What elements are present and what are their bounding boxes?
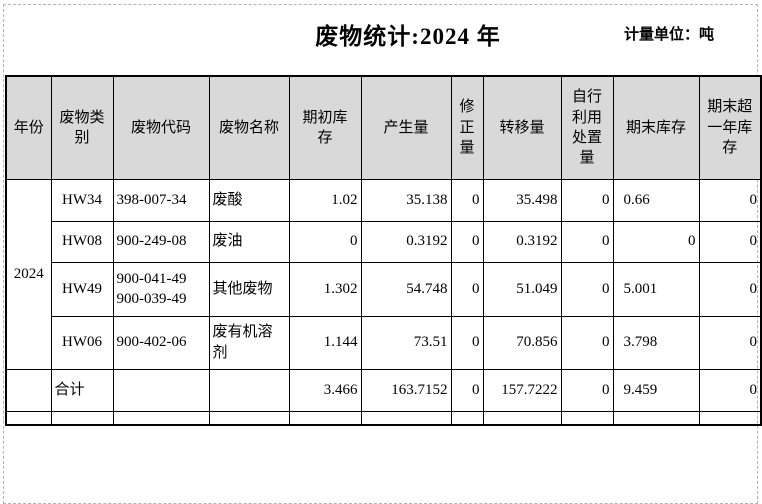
cell-year[interactable]: 2024: [5, 178, 52, 370]
header-closing-stock[interactable]: 期末库存: [612, 75, 700, 180]
cell-empty[interactable]: [698, 410, 762, 426]
table-row-hw49: HW49 900-041-49 900-039-49 其他废物 1.302 54…: [6, 261, 762, 317]
header-transferred-amount[interactable]: 转移量: [482, 75, 562, 180]
cell-generated[interactable]: 163.7152: [360, 368, 452, 412]
cell-closing[interactable]: 5.001: [612, 261, 700, 317]
cell-year-empty[interactable]: [5, 368, 52, 412]
cell-code-empty[interactable]: [112, 368, 210, 412]
cell-self-disposed[interactable]: 0: [560, 261, 614, 317]
cell-empty[interactable]: [5, 410, 52, 426]
cell-corrected[interactable]: 0: [450, 368, 484, 412]
cell-name[interactable]: 其他废物: [208, 261, 290, 317]
cell-category[interactable]: HW49: [50, 261, 114, 317]
cell-closing-over-year[interactable]: 0: [698, 220, 762, 263]
cell-opening[interactable]: 1.02: [288, 178, 362, 222]
cell-empty[interactable]: [612, 410, 700, 426]
header-waste-category[interactable]: 废物类别: [50, 75, 114, 180]
table-row-clipped: [5, 410, 762, 426]
cell-closing[interactable]: 3.798: [612, 315, 700, 370]
page-title: 废物统计:2024 年: [315, 24, 501, 49]
cell-empty[interactable]: [208, 410, 290, 426]
header-waste-name[interactable]: 废物名称: [208, 75, 290, 180]
cell-self-disposed[interactable]: 0: [560, 368, 614, 412]
cell-opening[interactable]: 1.302: [288, 261, 362, 317]
cell-empty[interactable]: [50, 410, 114, 426]
cell-empty[interactable]: [288, 410, 362, 426]
cell-transferred[interactable]: 157.7222: [482, 368, 562, 412]
cell-generated[interactable]: 73.51: [360, 315, 452, 370]
cell-corrected[interactable]: 0: [450, 178, 484, 222]
cell-empty[interactable]: [112, 410, 210, 426]
cell-code[interactable]: 900-402-06: [112, 315, 210, 370]
cell-code[interactable]: 398-007-34: [112, 178, 210, 222]
cell-name[interactable]: 废有机溶剂: [208, 315, 290, 370]
cell-name[interactable]: 废酸: [208, 178, 290, 222]
cell-generated[interactable]: 54.748: [360, 261, 452, 317]
cell-empty[interactable]: [360, 410, 452, 426]
cell-code[interactable]: 900-249-08: [112, 220, 210, 263]
cell-closing-over-year[interactable]: 0: [698, 368, 762, 412]
cell-empty[interactable]: [482, 410, 562, 426]
cell-self-disposed[interactable]: 0: [560, 315, 614, 370]
cell-closing-over-year[interactable]: 0: [698, 261, 762, 317]
header-generated-amount[interactable]: 产生量: [360, 75, 452, 180]
header-self-disposal-amount[interactable]: 自行利用处置量: [560, 75, 614, 180]
header-year[interactable]: 年份: [5, 75, 52, 180]
cell-corrected[interactable]: 0: [450, 220, 484, 263]
cell-generated[interactable]: 35.138: [360, 178, 452, 222]
cell-self-disposed[interactable]: 0: [560, 220, 614, 263]
cell-transferred[interactable]: 70.856: [482, 315, 562, 370]
cell-transferred[interactable]: 0.3192: [482, 220, 562, 263]
cell-generated[interactable]: 0.3192: [360, 220, 452, 263]
cell-opening[interactable]: 3.466: [288, 368, 362, 412]
cell-transferred[interactable]: 35.498: [482, 178, 562, 222]
cell-empty[interactable]: [560, 410, 614, 426]
table-row-hw08: HW08 900-249-08 废油 0 0.3192 0 0.3192 0 0…: [6, 220, 762, 263]
cell-name-empty[interactable]: [208, 368, 290, 412]
cell-category[interactable]: HW34: [50, 178, 114, 222]
cell-category[interactable]: HW06: [50, 315, 114, 370]
cell-category[interactable]: HW08: [50, 220, 114, 263]
cell-closing[interactable]: 0: [612, 220, 700, 263]
cell-corrected[interactable]: 0: [450, 315, 484, 370]
cell-self-disposed[interactable]: 0: [560, 178, 614, 222]
cell-total-label[interactable]: 合计: [50, 368, 114, 412]
cell-code[interactable]: 900-041-49 900-039-49: [112, 261, 210, 317]
table-header-row: 年份 废物类别 废物代码 废物名称 期初库存 产生量 修正量 转移量 自行利用处…: [5, 75, 762, 180]
cell-transferred[interactable]: 51.049: [482, 261, 562, 317]
table-row-total: 合计 3.466 163.7152 0 157.7222 0 9.459 0: [5, 368, 762, 412]
cell-empty[interactable]: [450, 410, 484, 426]
cell-closing-over-year[interactable]: 0: [698, 315, 762, 370]
cell-name[interactable]: 废油: [208, 220, 290, 263]
cell-opening[interactable]: 0: [288, 220, 362, 263]
header-opening-stock[interactable]: 期初库存: [288, 75, 362, 180]
cell-closing[interactable]: 9.459: [612, 368, 700, 412]
cell-opening[interactable]: 1.144: [288, 315, 362, 370]
waste-stats-table: 年份 废物类别 废物代码 废物名称 期初库存 产生量 修正量 转移量 自行利用处…: [5, 75, 762, 426]
table-row-hw06: HW06 900-402-06 废有机溶剂 1.144 73.51 0 70.8…: [6, 315, 762, 370]
cell-closing[interactable]: 0.66: [612, 178, 700, 222]
cell-closing-over-year[interactable]: 0: [698, 178, 762, 222]
header-correction-amount[interactable]: 修正量: [450, 75, 484, 180]
header-waste-code[interactable]: 废物代码: [112, 75, 210, 180]
table-row-hw34: 2024 HW34 398-007-34 废酸 1.02 35.138 0 35…: [5, 178, 762, 370]
header-closing-over-one-year[interactable]: 期末超一年库存: [698, 75, 762, 180]
unit-label: 计量单位：吨: [624, 26, 715, 43]
cell-corrected[interactable]: 0: [450, 261, 484, 317]
